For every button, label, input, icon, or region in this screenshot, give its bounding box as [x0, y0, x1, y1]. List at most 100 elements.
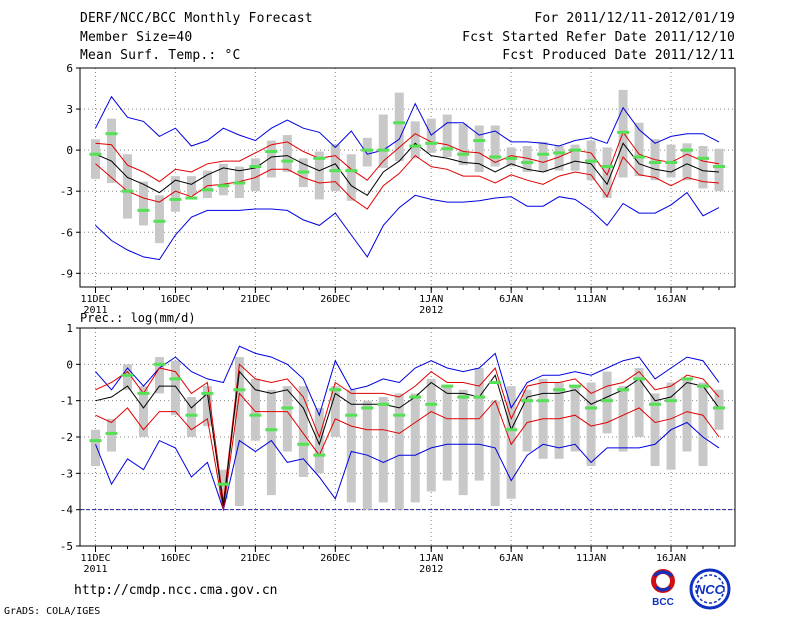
panel2-box — [698, 382, 708, 467]
panel2-box — [426, 378, 436, 492]
panel1-median-mark — [169, 197, 182, 201]
panel1-box — [106, 118, 116, 183]
panel2-median-mark — [265, 428, 278, 432]
panel1-median-mark — [457, 152, 470, 156]
panel1-median-mark — [569, 148, 582, 152]
panel1-ytick-label: -3 — [60, 185, 73, 198]
panel1-ytick-label: 0 — [66, 144, 73, 157]
panel1-median-mark — [665, 160, 678, 164]
panel2-box — [602, 371, 612, 434]
panel1-box — [91, 139, 100, 179]
panel1-xtick-year: 2012 — [419, 305, 443, 316]
panel2-xtick-label: 16JAN — [656, 553, 686, 564]
ncc-logo: NCC — [689, 568, 731, 610]
panel1-box — [346, 154, 356, 201]
panel1-median-mark — [713, 165, 725, 169]
panel2-median-mark — [297, 442, 310, 446]
member-size: Member Size=40 — [80, 30, 193, 45]
panel1-box — [698, 146, 708, 189]
panel2-upper-spread-line — [95, 363, 720, 503]
panel2-xtick-year: 2012 — [419, 564, 443, 575]
panel1-frame — [79, 67, 736, 288]
panel1-box — [218, 163, 228, 196]
panel2-box — [474, 367, 484, 481]
panel1-ytick-label: 3 — [66, 103, 73, 116]
panel1-box — [682, 143, 692, 181]
panel2-median-mark — [601, 399, 614, 403]
panel1-ytick-label: 6 — [66, 62, 73, 75]
panel1-box — [314, 151, 324, 200]
panel1-median-mark — [313, 156, 326, 160]
forecast-period: For 2011/12/11-2012/01/19 — [534, 11, 735, 26]
ncc-logo-text: NCC — [696, 582, 725, 597]
panel2-box — [314, 407, 324, 474]
panel2-box — [138, 386, 148, 437]
panel1-xtick-label: 11DEC — [80, 294, 110, 305]
panel1-box — [362, 137, 372, 167]
variable-label: Mean Surf. Temp.: °C — [80, 48, 241, 63]
panel1-box — [602, 147, 612, 199]
panel1-median-mark — [537, 152, 550, 156]
panel2-box — [202, 386, 212, 427]
panel2-box — [522, 389, 532, 452]
panel1-box — [426, 118, 436, 153]
panel1-box — [490, 125, 500, 167]
panel2-ytick-label: -1 — [60, 395, 73, 408]
panel1-xtick-label: 16DEC — [160, 294, 190, 305]
panel2-xtick-label: 21DEC — [240, 553, 270, 564]
panel2-median-mark — [537, 399, 550, 403]
panel2-ytick-label: -3 — [60, 467, 73, 480]
panel2-median-mark — [585, 406, 598, 410]
panel1-box — [250, 158, 260, 192]
panel2-xtick-label: 11DEC — [80, 553, 110, 564]
produced-date: Fcst Produced Date 2011/12/11 — [502, 48, 735, 63]
panel1-box — [538, 141, 548, 173]
panel2-median-mark — [457, 395, 470, 399]
panel1-median-mark — [505, 156, 518, 160]
panel1-xtick-label: 6JAN — [499, 294, 523, 305]
panel2-median-mark — [521, 399, 534, 403]
panel2-box — [186, 397, 196, 437]
panel2-panel-label: Prec.: log(mm/d) — [80, 311, 196, 325]
panel2-box — [506, 386, 516, 499]
source-url[interactable]: http://cmdp.ncc.cma.gov.cn — [74, 583, 278, 598]
panel2-median-mark — [105, 431, 118, 435]
refer-date: Fcst Started Refer Date 2011/12/10 — [462, 30, 735, 45]
panel2-ytick-label: 1 — [66, 322, 73, 335]
panel1-box — [122, 154, 132, 219]
panel1-box — [330, 144, 340, 192]
panel2-median-mark — [137, 391, 150, 395]
panel2-median-mark — [553, 388, 566, 392]
panel2-ytick-label: -4 — [60, 504, 74, 517]
panel2-xtick-label: 6JAN — [499, 553, 523, 564]
panel1-median-mark — [137, 208, 150, 212]
panel1-box — [282, 135, 292, 173]
panel1-box — [410, 121, 420, 159]
panel2-box — [298, 386, 308, 477]
panel1-ytick-label: -9 — [60, 267, 73, 280]
panel2-box — [234, 357, 244, 507]
panel1-median-mark — [249, 165, 262, 169]
panel2-median-mark — [569, 384, 582, 388]
panel2-median-mark — [697, 384, 710, 388]
panel1-median-mark — [425, 141, 438, 145]
panel1-median-mark — [617, 130, 630, 134]
panel1-median-mark — [201, 188, 214, 192]
panel1-xtick-label: 21DEC — [240, 294, 270, 305]
panel2-box — [122, 364, 132, 390]
panel2-ytick-label: -2 — [60, 431, 73, 444]
panel1-box — [394, 92, 404, 162]
panel2-box — [410, 393, 420, 503]
panel1-median-mark — [585, 159, 598, 163]
panel1-ytick-label: -6 — [60, 226, 73, 239]
panel2-median-mark — [505, 428, 518, 432]
panel2-median-mark — [425, 402, 438, 406]
panel1-box — [186, 176, 196, 196]
panel1-box — [442, 114, 452, 157]
panel2-box — [490, 400, 500, 507]
panel1-box — [202, 170, 212, 199]
panel2-median-mark — [169, 377, 182, 381]
panel2-box — [666, 382, 676, 470]
panel2-median-mark — [409, 395, 422, 399]
panel2-box — [714, 389, 724, 430]
